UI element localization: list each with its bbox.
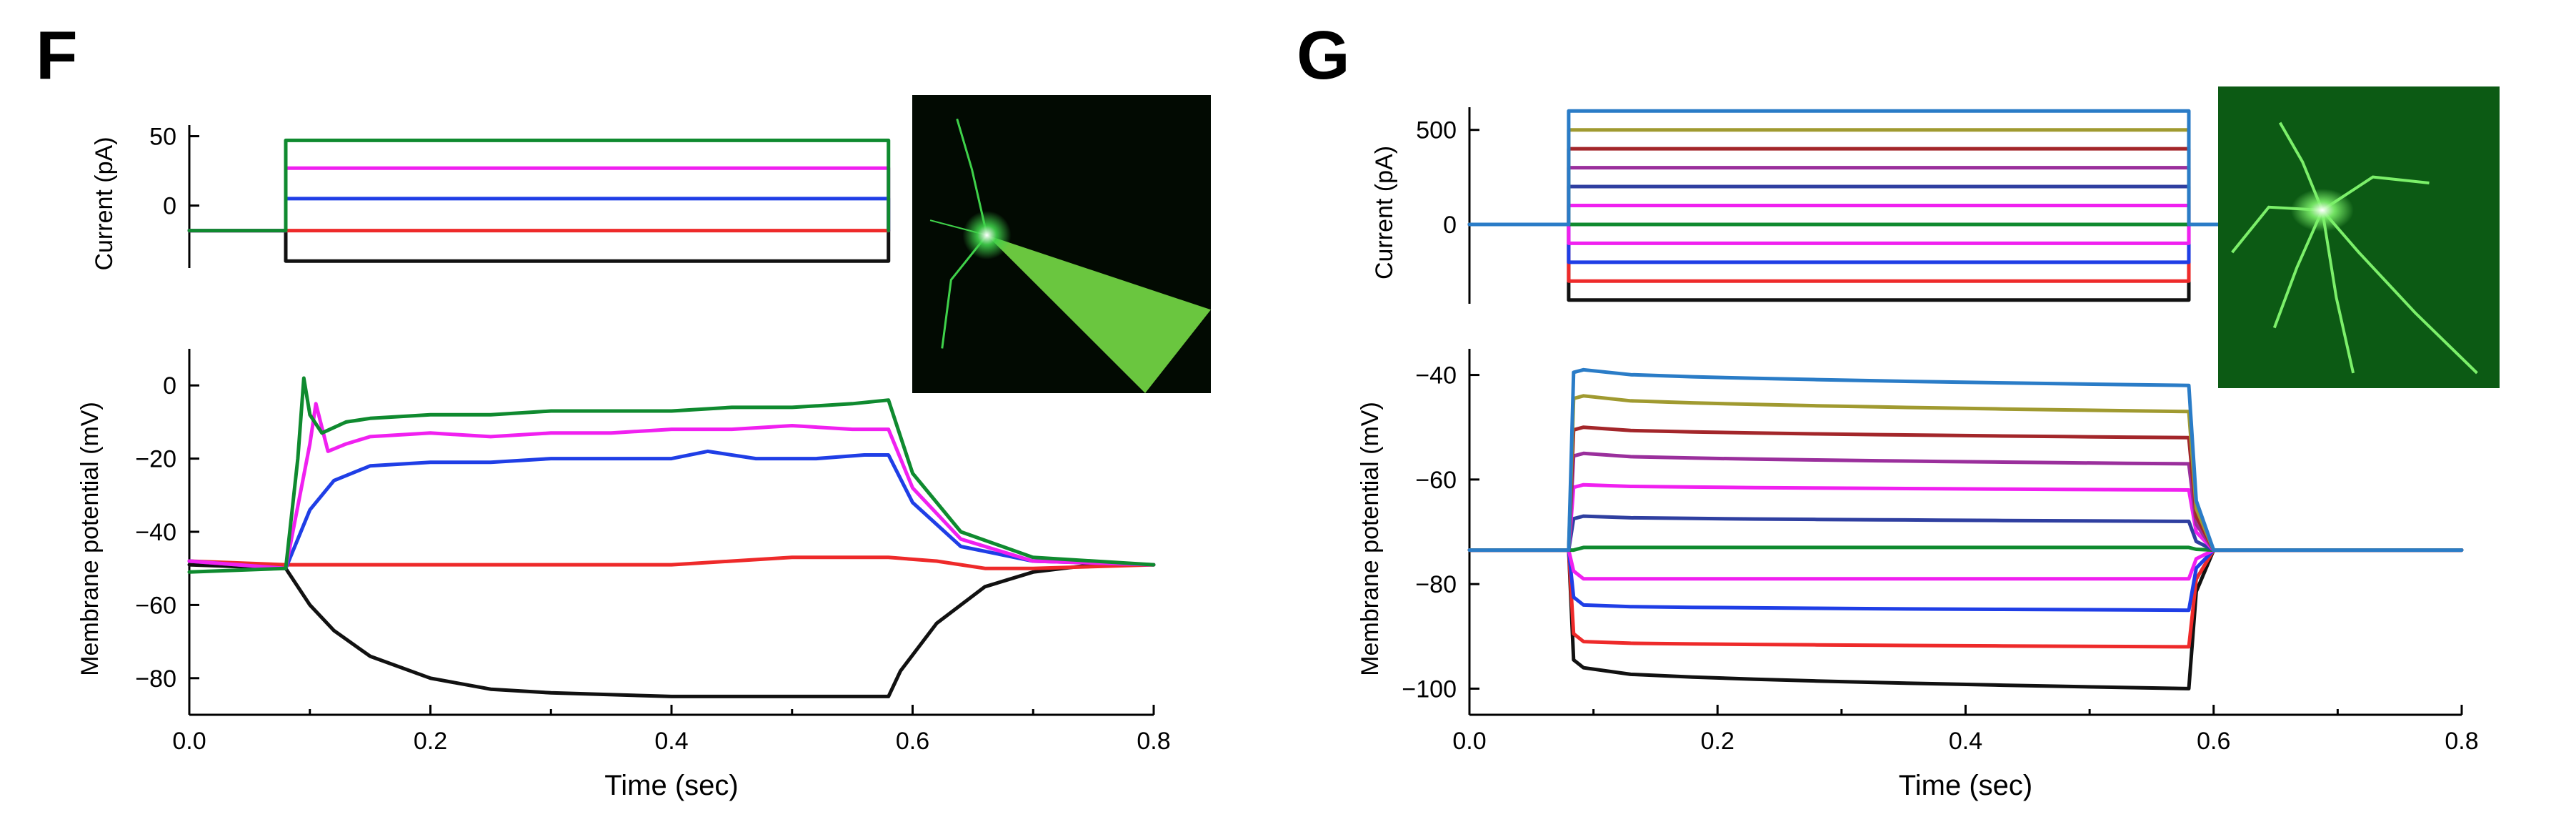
current-step-trace-magenta	[1467, 222, 2228, 245]
voltage-plot-g: −100 −80 −60 −40 0.0 0.2 0.4 0.6 0.8 Time (sec) Me…	[1357, 349, 2479, 801]
micrograph-inset-f	[912, 95, 1211, 393]
voltage-y-tick-label: −20	[135, 446, 176, 473]
micrograph-background	[2218, 86, 2500, 388]
voltage-x-tick-label: 0.2	[414, 728, 447, 755]
voltage-trace-blue	[1467, 548, 2464, 613]
current-y-tick-label: 0	[163, 193, 176, 220]
fluorescent-neuron-micrograph-icon	[929, 118, 1211, 393]
current-y-tick-label: 0	[1443, 212, 1457, 239]
voltage-y-axis-label: Membrane potential (mV)	[76, 402, 104, 676]
voltage-y-tick-label: −80	[1415, 571, 1457, 598]
voltage-trace-green	[187, 376, 1156, 574]
current-y-tick-label: 50	[149, 124, 176, 151]
voltage-trace-olive	[1467, 394, 2464, 553]
panel-letter-f: F	[36, 17, 78, 94]
voltage-y-tick-label: −60	[1415, 467, 1457, 494]
current-step-trace-purple	[1467, 166, 2228, 227]
current-step-trace-magenta	[1467, 204, 2228, 227]
voltage-trace-magenta	[187, 402, 1156, 570]
voltage-trace-steelblue	[1467, 367, 2464, 553]
voltage-trace-purple	[1467, 451, 2464, 553]
voltage-x-tick-label: 0.6	[896, 728, 929, 755]
voltage-x-tick-label: 0.8	[1137, 728, 1170, 755]
voltage-x-tick-label: 0.0	[172, 728, 206, 755]
voltage-trace-red	[187, 555, 1156, 570]
voltage-y-tick-label: −80	[135, 665, 176, 693]
voltage-y-tick-label: −100	[1402, 675, 1457, 703]
voltage-x-tick-label: 0.6	[2197, 728, 2230, 755]
panel-g: G 0 500 Current (pA) −100 −80 −60 −40 0.0 0.2 0.…	[1297, 17, 2500, 801]
voltage-y-tick-label: −60	[135, 592, 176, 619]
current-y-axis-label: Current (pA)	[91, 137, 118, 270]
current-y-tick-label: 500	[1416, 117, 1457, 144]
voltage-x-axis-label: Time (sec)	[604, 770, 738, 801]
panel-f: F 0 50 Current (pA) −80 −60 −40 −20 0 0.0 0.2 0.4…	[36, 17, 1211, 801]
voltage-x-tick-label: 0.4	[1949, 728, 1982, 755]
panel-letter-g: G	[1297, 17, 1350, 94]
current-plot-f: 0 50 Current (pA)	[91, 124, 891, 271]
voltage-trace-black	[1467, 548, 2464, 690]
voltage-y-tick-label: 0	[163, 372, 176, 400]
voltage-y-tick-label: −40	[1415, 362, 1457, 390]
voltage-plot-f: −80 −60 −40 −20 0 0.0 0.2 0.4 0.6 0.8 Time (sec) Me…	[76, 349, 1171, 801]
current-step-trace-red	[1467, 222, 2228, 283]
voltage-trace-magenta	[1467, 548, 2464, 581]
current-step-trace-green	[187, 138, 891, 233]
voltage-x-tick-label: 0.4	[654, 728, 688, 755]
fluorescent-neuron-micrograph-icon	[2231, 122, 2478, 375]
current-step-trace-olive	[1467, 128, 2228, 227]
voltage-trace-magenta	[1467, 482, 2464, 553]
micrograph-inset-g	[2218, 86, 2500, 388]
current-step-trace-steelblue	[1467, 109, 2228, 227]
current-plot-g: 0 500 Current (pA)	[1371, 107, 2228, 304]
current-step-trace-blue	[187, 197, 891, 233]
voltage-x-tick-label: 0.8	[2445, 728, 2478, 755]
voltage-x-tick-label: 0.0	[1452, 728, 1486, 755]
voltage-x-axis-label: Time (sec)	[1899, 770, 2032, 801]
current-step-trace-black	[187, 229, 891, 263]
current-y-axis-label: Current (pA)	[1371, 146, 1398, 279]
voltage-trace-blue	[187, 449, 1156, 570]
voltage-trace-navy	[1467, 514, 2464, 553]
voltage-x-tick-label: 0.2	[1701, 728, 1734, 755]
voltage-trace-green	[1467, 545, 2464, 553]
voltage-y-tick-label: −40	[135, 519, 176, 546]
voltage-trace-black	[187, 563, 1156, 698]
voltage-trace-red	[1467, 548, 2464, 649]
voltage-y-axis-label: Membrane potential (mV)	[1357, 402, 1384, 676]
